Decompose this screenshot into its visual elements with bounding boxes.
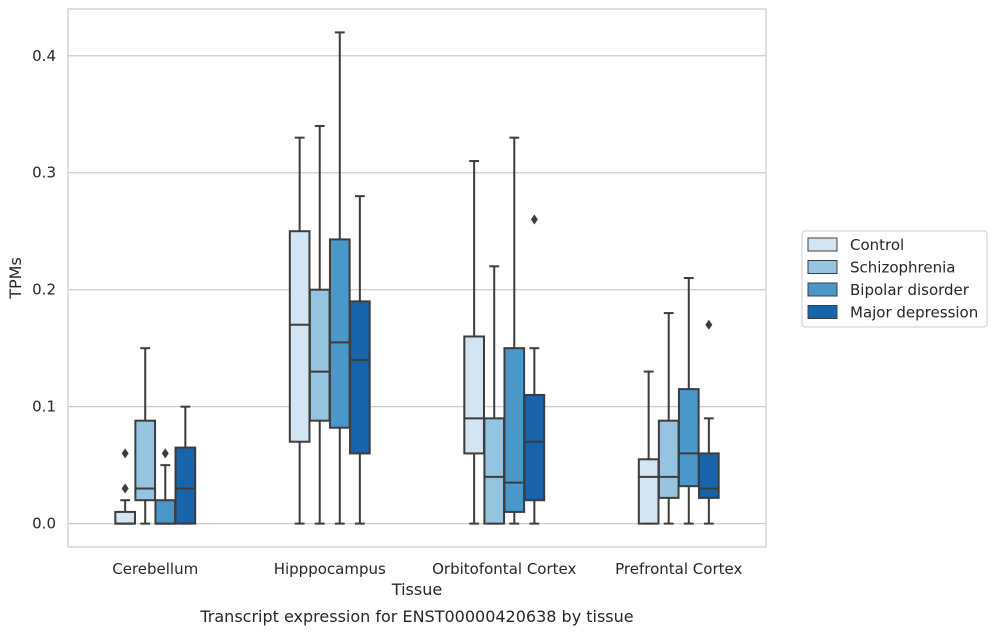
- box-group: [637, 370, 660, 525]
- outlier-point: [121, 483, 129, 494]
- box-group: [698, 319, 720, 525]
- box-group: [483, 265, 506, 525]
- box: [174, 446, 197, 525]
- legend-swatch: [807, 260, 838, 274]
- box-group: [328, 31, 351, 525]
- x-tick-label: Prefrontal Cortex: [615, 560, 742, 578]
- box: [503, 347, 526, 513]
- box: [677, 388, 700, 488]
- outlier-point: [121, 448, 129, 459]
- box-group: [308, 124, 331, 525]
- box-group: [114, 448, 136, 525]
- box: [637, 458, 660, 525]
- box: [698, 452, 720, 499]
- x-tick-label: Cerebellum: [112, 560, 198, 578]
- legend-frame: [801, 230, 988, 328]
- legend-label: Major depression: [850, 304, 978, 322]
- y-tick-label: 0.1: [32, 398, 56, 416]
- legend-swatch: [807, 282, 838, 297]
- box: [288, 230, 311, 443]
- plot-frame: [67, 8, 767, 548]
- box: [134, 419, 157, 502]
- box-group: [503, 136, 526, 525]
- outlier-point: [161, 448, 169, 459]
- box-group: [154, 448, 177, 525]
- box: [308, 288, 331, 422]
- box-group: [174, 405, 197, 525]
- box-group: [134, 347, 157, 525]
- legend-label: Schizophrenia: [850, 259, 955, 277]
- box: [114, 510, 136, 525]
- box-group: [523, 214, 546, 525]
- box: [349, 300, 371, 455]
- boxes: [114, 31, 720, 525]
- legend: Control Schizophrenia Bipolar disorder Majo…: [801, 230, 988, 328]
- box: [328, 238, 351, 429]
- box-group: [657, 312, 680, 525]
- y-tick-label: 0.3: [32, 164, 56, 182]
- box-group: [463, 160, 485, 525]
- box-group: [349, 195, 371, 525]
- box: [483, 417, 506, 525]
- box: [463, 335, 485, 455]
- box-group: [677, 277, 700, 525]
- y-tick-label: 0.0: [32, 515, 56, 533]
- outlier-point: [530, 214, 538, 225]
- box: [657, 419, 680, 499]
- y-tick-labels: 0.0 0.1 0.2 0.3 0.4: [32, 47, 56, 533]
- box: [154, 499, 177, 525]
- legend-label: Bipolar disorder: [850, 281, 970, 299]
- box-group: [288, 136, 311, 525]
- x-tick-labels: Cerebellum Hipppocampus Orbitofontal Corte…: [112, 560, 742, 578]
- legend-label: Control: [850, 236, 904, 254]
- outlier-point: [705, 319, 713, 330]
- y-tick-label: 0.4: [32, 47, 56, 65]
- legend-swatch: [807, 305, 838, 319]
- y-axis-label: TPMs: [6, 257, 25, 300]
- x-tick-label: Orbitofontal Cortex: [432, 560, 576, 578]
- x-axis-label: Tissue: [391, 580, 442, 599]
- legend-swatch: [807, 237, 838, 252]
- y-tick-label: 0.2: [32, 281, 56, 299]
- box: [523, 393, 546, 502]
- chart-caption: Transcript expression for ENST0000042063…: [199, 607, 633, 626]
- x-tick-label: Hipppocampus: [274, 560, 386, 578]
